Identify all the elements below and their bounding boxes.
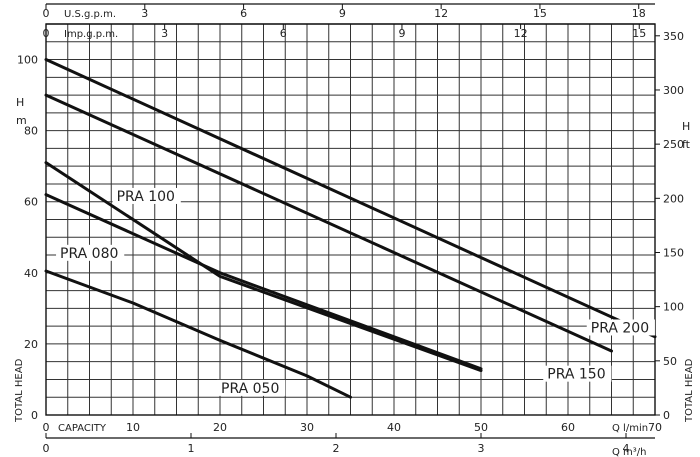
curve-label-pra-080: PRA 080 xyxy=(60,246,118,262)
y-right-tick-label: 350 xyxy=(663,30,684,43)
y-right-label: H xyxy=(682,120,690,133)
y-left-side-label: TOTAL HEAD xyxy=(14,358,25,423)
curve-pra-050 xyxy=(44,269,352,399)
y-left-tick-label: 0 xyxy=(31,409,38,422)
curve-label-pra-200: PRA 200 xyxy=(591,320,649,336)
y-left-unit: m xyxy=(16,114,27,127)
top-impgpm-tick-label: 3 xyxy=(161,27,168,40)
x-lmin-tick-label: 40 xyxy=(387,421,401,434)
x-unit-m3h-label: Q m³/h xyxy=(612,447,647,457)
top-impgpm-tick-label: 0 xyxy=(43,27,50,40)
x-lmin-tick-label: 10 xyxy=(126,421,140,434)
y-left-tick-label: 60 xyxy=(24,196,38,209)
curve-label-pra-100: PRA 100 xyxy=(117,189,175,205)
y-right-tick-label: 100 xyxy=(663,301,684,314)
curve-pra-150 xyxy=(44,93,613,353)
y-right-tick-label: 150 xyxy=(663,246,684,259)
y-left-label: H xyxy=(16,96,24,109)
x-unit-lmin-label: Q l/min xyxy=(612,423,648,434)
curve-pra-080 xyxy=(44,193,483,371)
x-m3h-tick-label: 4 xyxy=(623,442,630,455)
y-right-side-label: TOTAL HEAD xyxy=(684,358,695,423)
curve-label-pra-150: PRA 150 xyxy=(547,367,605,383)
x-m3h-tick-label: 2 xyxy=(333,442,340,455)
y-right-tick-label: 200 xyxy=(663,192,684,205)
top-usgpm-label: U.S.g.p.m. xyxy=(64,9,116,20)
x-lmin-tick-label: 20 xyxy=(213,421,227,434)
curve-labels: PRA 200 PRA 150 PRA 100 PRA 080 PRA 050 xyxy=(56,187,655,397)
y-right-tick-label: 0 xyxy=(663,409,670,422)
x-lmin-tick-label: 0 xyxy=(43,421,50,434)
top-usgpm-tick-label: 18 xyxy=(632,7,646,20)
y-right-tick-label: 300 xyxy=(663,84,684,97)
y-right-tick-label: 250 xyxy=(663,138,684,151)
top-usgpm-tick-label: 9 xyxy=(339,7,346,20)
x-m3h-tick-label: 0 xyxy=(43,442,50,455)
y-right-unit: ft xyxy=(682,138,691,151)
top-usgpm-tick-label: 12 xyxy=(434,7,448,20)
axes: U.S.g.p.m. Imp.g.p.m. CAPACITY Q l/min Q… xyxy=(14,3,695,457)
top-impgpm-tick-label: 6 xyxy=(280,27,287,40)
x-lmin-tick-label: 60 xyxy=(561,421,575,434)
x-lmin-tick-label: 50 xyxy=(474,421,488,434)
top-impgpm-tick-label: 15 xyxy=(632,27,646,40)
y-left-tick-label: 20 xyxy=(24,338,38,351)
top-impgpm-label: Imp.g.p.m. xyxy=(64,29,118,40)
grid xyxy=(45,23,656,416)
curve-label-pra-050: PRA 050 xyxy=(221,381,279,397)
top-usgpm-tick-label: 3 xyxy=(141,7,148,20)
x-lmin-tick-label: 70 xyxy=(648,421,662,434)
top-usgpm-tick-label: 6 xyxy=(240,7,247,20)
capacity-label: CAPACITY xyxy=(58,423,107,434)
curve-label-bg-pra-200 xyxy=(586,319,655,336)
y-left-tick-label: 100 xyxy=(17,54,38,67)
performance-curves xyxy=(44,58,657,399)
curve-label-bg-pra-100 xyxy=(112,187,181,204)
top-impgpm-tick-label: 12 xyxy=(514,27,528,40)
y-left-tick-label: 40 xyxy=(24,267,38,280)
curve-label-bg-pra-150 xyxy=(543,365,612,382)
curve-pra-100 xyxy=(44,161,483,373)
top-impgpm-tick-label: 9 xyxy=(398,27,405,40)
x-lmin-tick-label: 30 xyxy=(300,421,314,434)
y-right-tick-label: 50 xyxy=(663,355,677,368)
x-m3h-tick-label: 3 xyxy=(478,442,485,455)
y-left-tick-label: 80 xyxy=(24,125,38,138)
top-usgpm-tick-label: 0 xyxy=(43,7,50,20)
x-m3h-tick-label: 1 xyxy=(188,442,195,455)
top-usgpm-tick-label: 15 xyxy=(533,7,547,20)
curve-label-bg-pra-080 xyxy=(56,244,125,261)
curve-label-bg-pra-050 xyxy=(217,379,286,396)
curve-pra-200 xyxy=(44,58,657,339)
